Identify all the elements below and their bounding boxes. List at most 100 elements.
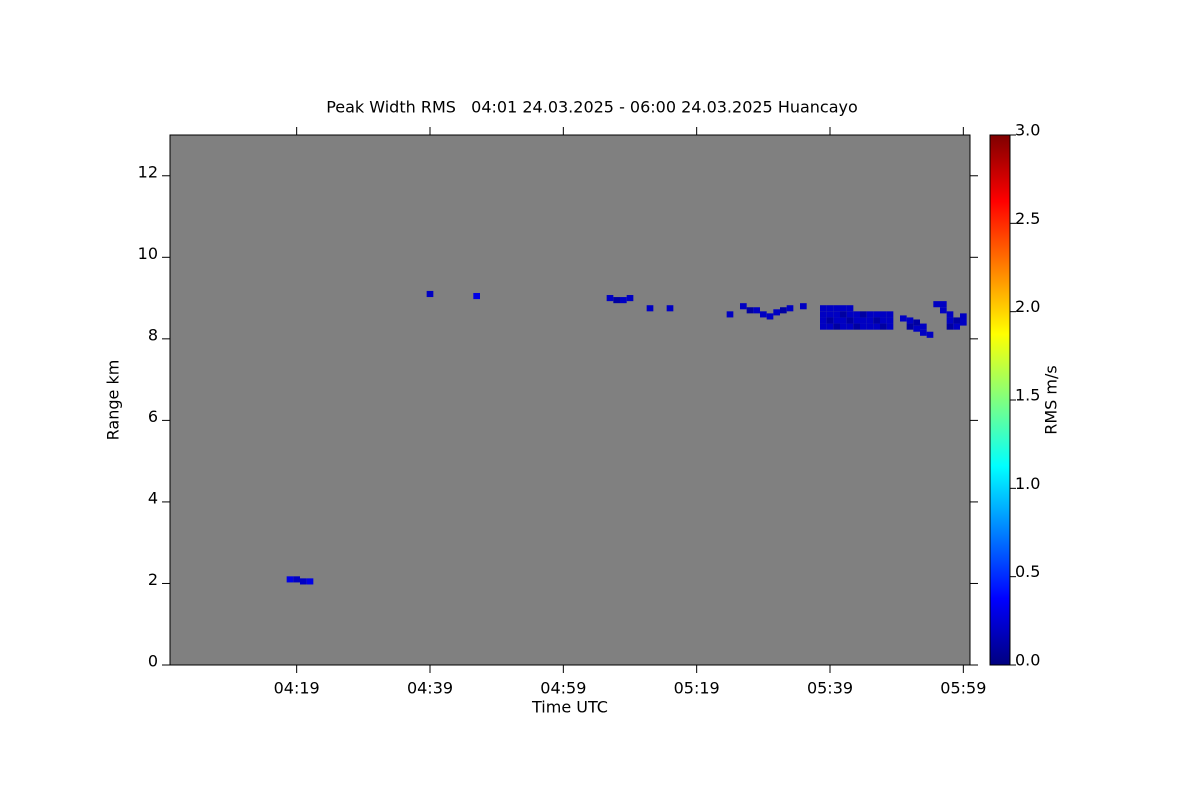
echo-cell <box>880 311 887 318</box>
colorbar-tick-label: 3.0 <box>1015 121 1040 140</box>
echo-cell <box>833 323 840 330</box>
echo-cell <box>826 305 834 312</box>
colorbar-tick-label: 2.0 <box>1015 297 1040 316</box>
echo-cell <box>826 317 834 324</box>
echo-cell <box>840 317 847 324</box>
echo-cell <box>913 325 920 332</box>
echo-cell <box>473 292 480 300</box>
echo-cell <box>873 317 880 324</box>
echo-cell <box>866 311 874 318</box>
plot-frame <box>169 134 971 666</box>
echo-cell <box>900 315 907 322</box>
echo-cell <box>886 323 894 330</box>
echo-cell <box>800 303 807 310</box>
echo-cell <box>780 307 787 314</box>
cells <box>286 290 967 585</box>
echo-cell <box>853 323 860 330</box>
echo-cell <box>626 295 634 302</box>
echo-cell <box>940 301 947 308</box>
echo-cell <box>760 311 767 318</box>
echo-cell <box>906 323 914 330</box>
echo-cell <box>620 297 627 304</box>
echo-cell <box>786 305 794 312</box>
echo-cell <box>820 311 827 318</box>
echo-cell <box>953 317 960 324</box>
plot-area <box>170 135 970 665</box>
colorbar-tick-label: 0.0 <box>1015 651 1040 670</box>
echo-cell <box>840 323 847 330</box>
y-tick-label: 2 <box>148 570 158 589</box>
y-axis-label: Range km <box>104 360 123 441</box>
echo-cell <box>286 576 294 583</box>
x-tick-label: 04:19 <box>274 679 320 698</box>
echo-cell <box>873 323 880 330</box>
echo-cell <box>913 319 920 326</box>
colorbar <box>989 134 1011 666</box>
echo-cell <box>926 331 934 338</box>
echo-cell <box>613 297 620 304</box>
x-tick-label: 04:39 <box>407 679 453 698</box>
x-tick-label: 04:59 <box>540 679 586 698</box>
echo-cell <box>860 317 867 324</box>
y-tick-label: 0 <box>148 652 158 671</box>
echo-cell <box>873 311 880 318</box>
colorbar-tick-label: 2.5 <box>1015 209 1040 228</box>
echo-cell <box>860 323 867 330</box>
echo-cell <box>726 311 734 318</box>
echo-cell <box>860 311 867 318</box>
echo-cell <box>606 295 614 302</box>
echo-cell <box>946 311 954 318</box>
x-tick-label: 05:19 <box>674 679 720 698</box>
echo-cell <box>946 323 954 330</box>
colorbar-tick-label: 0.5 <box>1015 562 1040 581</box>
echo-cell <box>820 323 827 330</box>
y-tick-label: 10 <box>138 244 158 263</box>
y-tick-label: 12 <box>138 162 158 181</box>
echo-cell <box>953 323 960 330</box>
echo-cell <box>933 301 940 308</box>
echo-cell <box>766 313 774 320</box>
echo-cell <box>853 311 860 318</box>
echo-cell <box>826 311 834 318</box>
echo-cell <box>866 323 874 330</box>
echo-cell <box>826 323 834 330</box>
echo-cell <box>426 290 434 298</box>
x-axis-label: Time UTC <box>531 698 608 717</box>
echo-cell <box>740 303 747 310</box>
chart-title: Peak Width RMS 04:01 24.03.2025 - 06:00 … <box>326 98 858 117</box>
echo-cell <box>880 317 887 324</box>
echo-cell <box>960 319 967 326</box>
echo-cell <box>940 307 947 314</box>
echo-cell <box>820 317 827 324</box>
echo-cell <box>906 317 914 324</box>
echo-cell <box>846 305 854 312</box>
echo-cell <box>960 313 967 320</box>
colorbar-tick-label: 1.0 <box>1015 474 1040 493</box>
echo-cell <box>820 305 827 312</box>
echo-cell <box>833 317 840 324</box>
echo-cell <box>846 323 854 330</box>
y-tick-label: 4 <box>148 488 158 507</box>
y-tick-label: 8 <box>148 325 158 344</box>
colorbar-label: RMS m/s <box>1042 365 1061 434</box>
colorbar-tick-label: 1.5 <box>1015 386 1040 405</box>
echo-cell <box>886 317 894 324</box>
echo-cell <box>840 311 847 318</box>
echo-cell <box>833 311 840 318</box>
echo-cell <box>753 307 760 314</box>
echo-cell <box>846 317 854 324</box>
echo-cell <box>833 305 840 312</box>
echo-cell <box>300 578 307 585</box>
echo-cell <box>773 309 780 316</box>
echo-cell <box>293 576 300 583</box>
echo-cell <box>880 323 887 330</box>
echo-cell <box>840 305 847 312</box>
echo-cell <box>920 323 927 330</box>
echo-cell <box>853 317 860 324</box>
echo-cell <box>306 578 314 585</box>
echo-cell <box>866 317 874 324</box>
echo-cell <box>646 305 654 312</box>
echo-cell <box>666 305 674 312</box>
x-tick-label: 05:39 <box>807 679 853 698</box>
